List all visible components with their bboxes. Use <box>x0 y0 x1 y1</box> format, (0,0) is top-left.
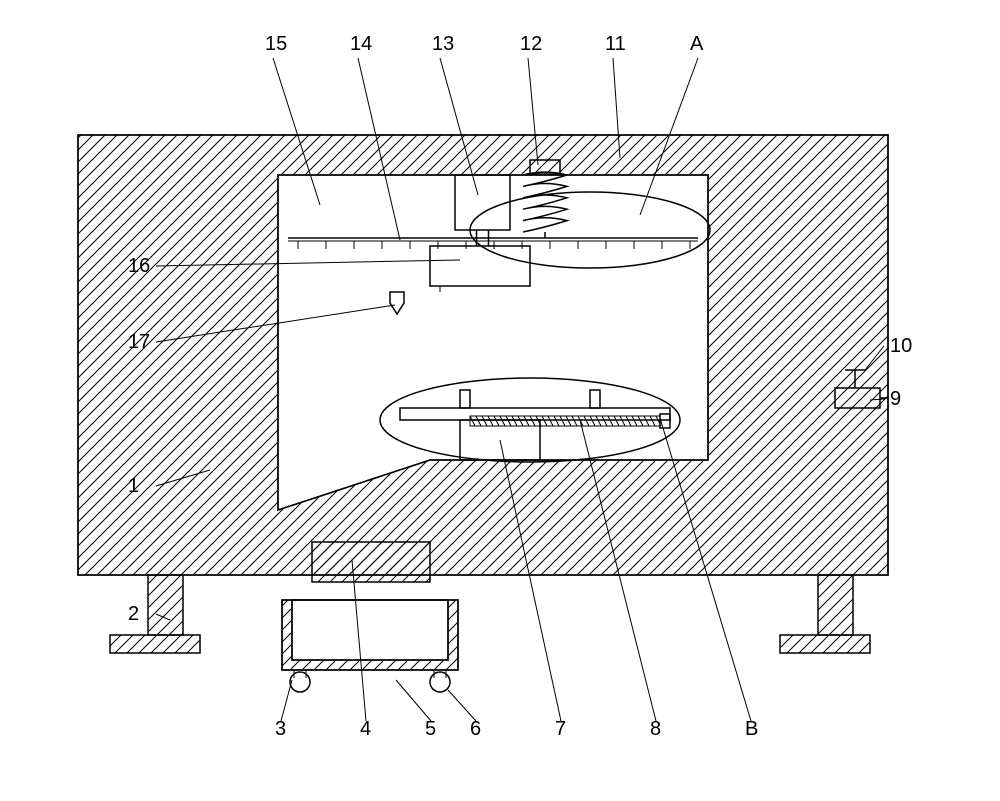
leader-line <box>448 690 476 721</box>
discharge-chute <box>312 542 430 582</box>
callout-label: 11 <box>605 33 626 55</box>
manifold-block <box>430 246 530 286</box>
callout-label: 6 <box>470 718 481 740</box>
screw-knob <box>660 414 670 428</box>
callout-label: 5 <box>425 718 436 740</box>
callout-label: 16 <box>128 255 150 277</box>
callout-label: B <box>745 718 758 740</box>
callout-label: 4 <box>360 718 371 740</box>
support-leg <box>818 575 853 635</box>
support-foot <box>110 635 200 653</box>
leader-line <box>281 680 292 721</box>
callout-label: 10 <box>890 335 912 357</box>
callout-label: 3 <box>275 718 286 740</box>
leader-line <box>396 680 431 721</box>
callout-label: 8 <box>650 718 661 740</box>
work-table <box>400 408 670 420</box>
support-foot <box>780 635 870 653</box>
callout-label: 13 <box>432 33 454 55</box>
callout-label: 2 <box>128 603 139 625</box>
heating-coil <box>523 172 567 232</box>
callout-label: 1 <box>128 475 139 497</box>
spray-nozzle <box>390 292 404 314</box>
callout-label: 7 <box>555 718 566 740</box>
callout-label: 9 <box>890 388 901 410</box>
leader-line <box>273 58 320 205</box>
callout-label: A <box>690 33 704 55</box>
drive-housing <box>455 175 510 230</box>
machine-body <box>78 135 888 575</box>
cart-wheel <box>290 672 310 692</box>
callout-label: 12 <box>520 33 542 55</box>
callout-label: 15 <box>265 33 287 55</box>
cart-wheel <box>430 672 450 692</box>
leader-line <box>352 560 366 721</box>
callout-label: 14 <box>350 33 372 55</box>
callout-label: 17 <box>128 331 150 353</box>
support-leg <box>148 575 183 635</box>
